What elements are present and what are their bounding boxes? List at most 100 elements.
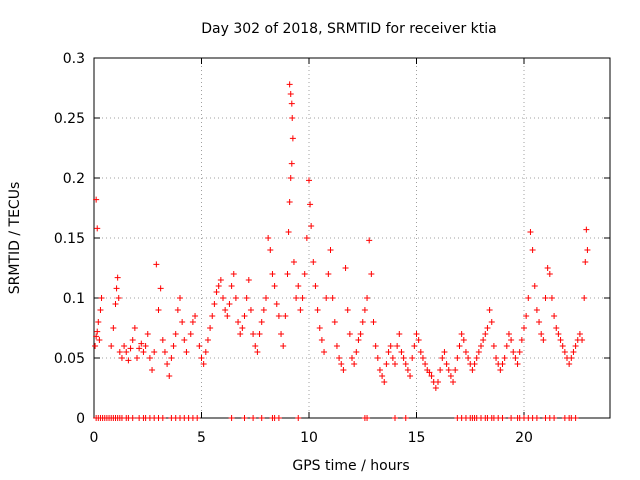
x-tick-label: 10 [300, 430, 318, 446]
data-point [204, 337, 211, 343]
data-point [383, 361, 390, 367]
data-point [170, 343, 177, 349]
data-point [138, 340, 145, 347]
data-point [469, 367, 476, 373]
data-point [551, 313, 558, 319]
data-series-srmtid [92, 81, 591, 421]
data-point [155, 307, 162, 313]
data-point [228, 283, 235, 289]
data-point [493, 355, 500, 361]
data-point [333, 343, 340, 349]
data-point [200, 361, 207, 367]
data-point [121, 343, 128, 349]
data-point [486, 307, 493, 313]
data-point [370, 319, 377, 325]
data-point [284, 271, 291, 277]
data-point [392, 361, 398, 367]
data-point [555, 331, 562, 337]
data-point [512, 355, 519, 361]
data-point [288, 160, 295, 167]
data-point [149, 367, 156, 373]
data-point [118, 355, 125, 361]
data-point [497, 367, 504, 373]
data-point [95, 319, 102, 325]
data-point [342, 265, 349, 271]
data-point [544, 265, 551, 271]
data-point-zero [402, 415, 409, 421]
data-point [584, 247, 591, 253]
data-point [232, 295, 239, 301]
data-point [290, 259, 297, 265]
data-point [316, 325, 323, 331]
data-point [123, 349, 130, 355]
data-point [243, 295, 250, 301]
data-point [505, 331, 512, 337]
data-point [116, 349, 123, 355]
data-point [114, 274, 121, 281]
data-point [110, 325, 117, 331]
data-point [503, 343, 510, 349]
data-point [546, 271, 553, 277]
data-point [224, 313, 231, 319]
data-point [92, 343, 99, 349]
data-point [417, 349, 424, 355]
data-point [235, 319, 242, 325]
data-point [166, 373, 173, 379]
data-point [435, 379, 441, 385]
data-point [542, 295, 549, 301]
data-point [525, 295, 532, 301]
data-point [533, 307, 540, 313]
data-point [310, 259, 317, 265]
data-point-zero [194, 415, 201, 421]
data-point [480, 337, 487, 343]
data-point [94, 225, 101, 232]
data-point [286, 199, 293, 205]
data-point [387, 343, 394, 349]
data-point-zero [258, 415, 265, 421]
axes: 0 0.05 0.1 0.15 0.2 0.25 0.3 0 5 10 15 20 [54, 51, 610, 446]
data-point [267, 247, 274, 253]
data-point [516, 349, 523, 355]
data-point [252, 343, 259, 349]
data-point [572, 343, 579, 349]
data-point [140, 349, 147, 355]
data-point [312, 283, 319, 289]
data-point [501, 355, 508, 361]
data-point [321, 349, 328, 355]
data-point [413, 331, 420, 337]
data-point [490, 343, 497, 349]
data-point [372, 343, 379, 349]
data-point [396, 331, 403, 337]
data-point [146, 355, 153, 361]
data-point [579, 337, 586, 343]
data-point [443, 361, 450, 367]
data-point [531, 283, 538, 289]
data-point [366, 237, 373, 244]
data-point [288, 100, 295, 107]
y-tick-label: 0.1 [63, 291, 85, 307]
data-point [508, 337, 515, 343]
data-point [402, 361, 409, 367]
data-point [301, 271, 308, 277]
data-point [125, 357, 132, 364]
data-point [230, 271, 237, 277]
data-point [98, 295, 105, 301]
data-point [553, 325, 560, 331]
data-point [289, 135, 296, 142]
data-point [183, 349, 190, 355]
data-point [96, 337, 103, 343]
data-point [488, 319, 495, 325]
data-point [93, 196, 100, 203]
data-point [462, 349, 469, 355]
data-point [346, 331, 353, 337]
data-point-zero [129, 415, 136, 421]
data-point [441, 349, 448, 355]
data-point [222, 307, 229, 313]
data-point [159, 337, 166, 343]
y-tick-label: 0.2 [63, 171, 85, 187]
data-point [237, 331, 244, 337]
data-point [213, 289, 220, 295]
data-point [314, 307, 321, 313]
data-point [351, 361, 358, 367]
